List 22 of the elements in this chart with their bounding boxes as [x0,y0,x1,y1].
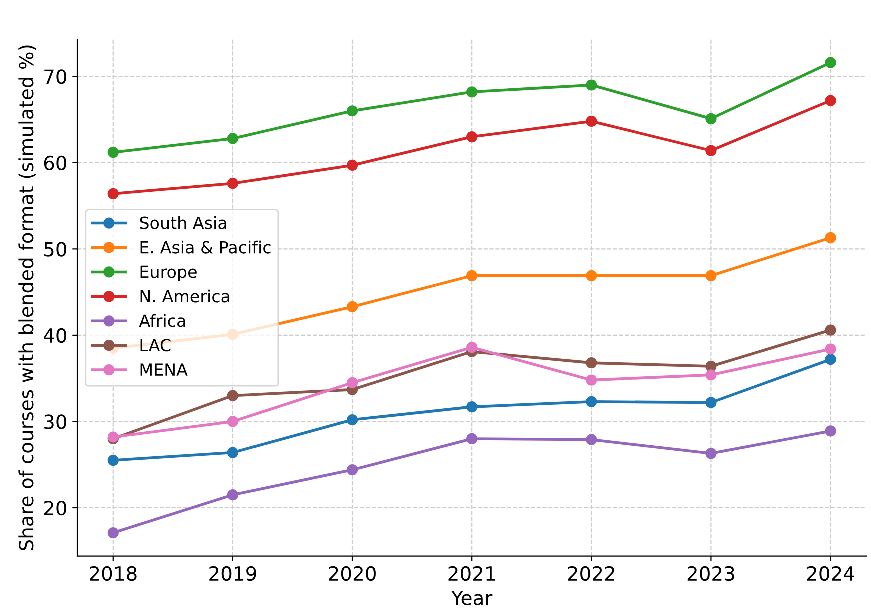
y-tick-label: 50 [44,242,67,257]
x-tick-label: 2023 [688,566,734,582]
y-tick-label: 60 [44,156,67,171]
legend-label: Africa [139,314,186,328]
x-axis-title: Year [451,591,493,606]
y-axis-title: Share of courses with blended format (simulated %) [18,46,36,551]
legend-label: South Asia [140,216,226,230]
legend-label: LAC [140,339,171,352]
legend-label: Europe [140,266,197,282]
x-tick-label: 2022 [568,566,614,582]
x-tick-label: 2024 [807,566,854,582]
legend-label: E. Asia & Pacific [140,240,271,254]
y-tick-label: 20 [44,500,67,516]
x-tick-label: 2020 [329,566,376,582]
x-tick-label: 2018 [90,566,137,582]
legend-label: N. America [140,290,230,303]
x-tick-label: 2021 [448,566,496,582]
legend-label: MENA [140,364,188,376]
y-tick-label: 40 [44,328,67,344]
y-tick-label: 30 [44,414,67,430]
y-tick-label: 70 [44,70,67,84]
x-tick-label: 2019 [210,566,256,582]
